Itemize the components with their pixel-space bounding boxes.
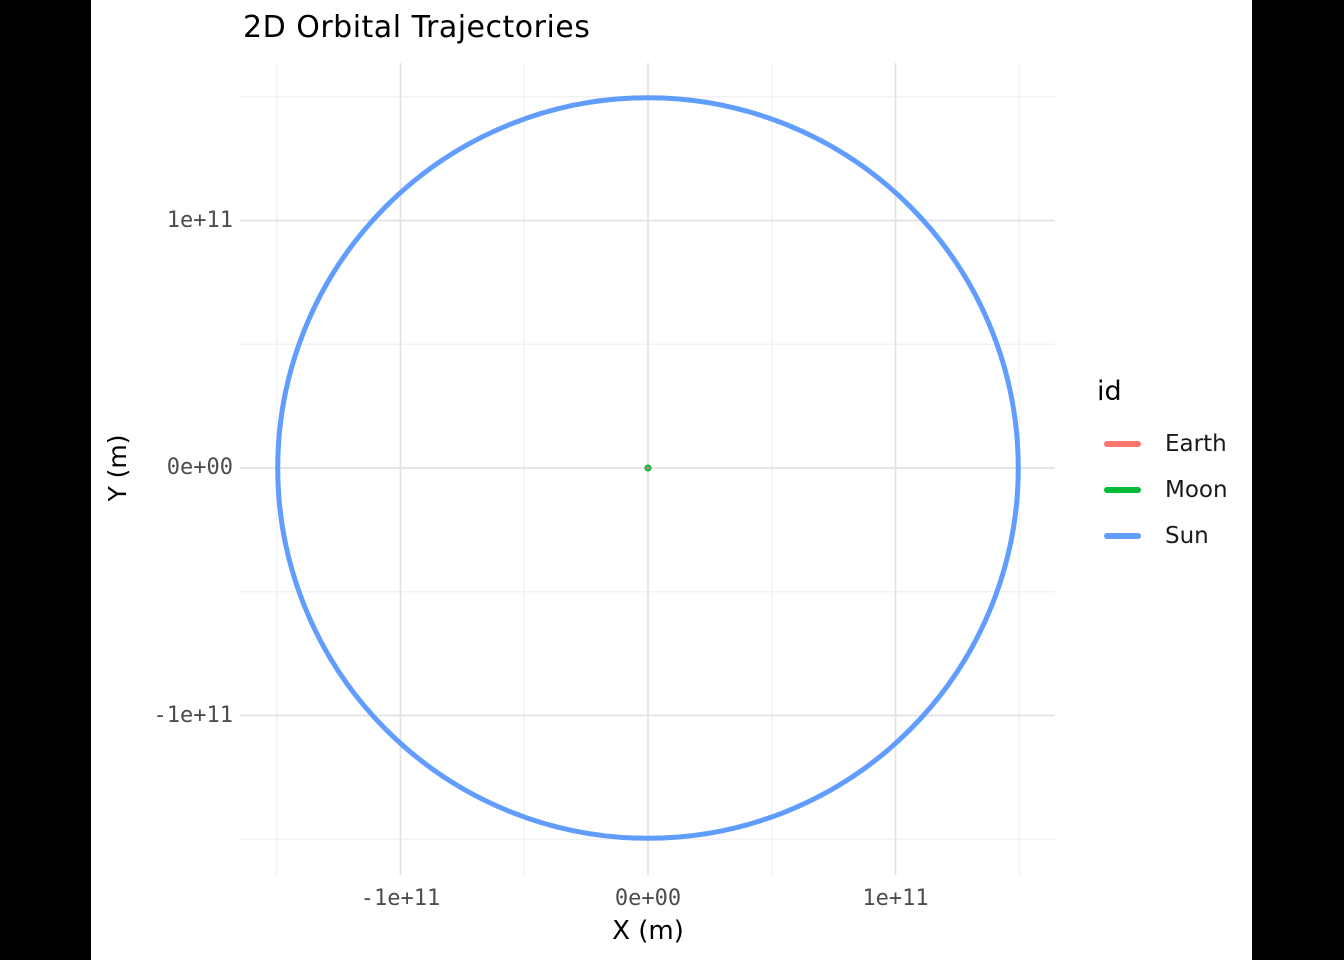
legend-item-earth: Earth: [1097, 421, 1247, 467]
orbit-sun: [275, 95, 1021, 841]
x-tick-label: -1e+11: [360, 886, 441, 911]
legend-key-line: [1104, 487, 1141, 493]
orbit-moon: [644, 464, 652, 472]
legend-key-line: [1104, 533, 1141, 539]
chart-title: 2D Orbital Trajectories: [243, 10, 591, 45]
chart-svg: [240, 63, 1055, 875]
legend-title: id: [1097, 376, 1122, 407]
legend-item-moon: Moon: [1097, 467, 1247, 513]
letterbox-right: [1252, 0, 1344, 960]
y-tick-label: 1e+11: [166, 207, 233, 233]
plot-panel: [240, 63, 1055, 875]
legend-key-line: [1104, 441, 1141, 447]
legend-item-label: Sun: [1165, 523, 1209, 549]
x-axis-title: X (m): [612, 916, 684, 946]
y-axis-tick-labels: 1e+11 0e+00 -1e+11: [100, 0, 233, 960]
legend-item-label: Earth: [1165, 431, 1227, 457]
legend-item-sun: Sun: [1097, 513, 1247, 559]
y-axis-title: Y (m): [103, 434, 132, 502]
y-tick-label: -1e+11: [153, 702, 233, 728]
x-tick-label: 1e+11: [862, 886, 929, 911]
x-tick-label: 0e+00: [614, 886, 682, 911]
y-tick-label: 0e+00: [166, 455, 233, 480]
legend-item-label: Moon: [1165, 477, 1228, 503]
letterbox-left: [0, 0, 91, 960]
legend: id Earth Moon Sun: [1097, 0, 1247, 960]
